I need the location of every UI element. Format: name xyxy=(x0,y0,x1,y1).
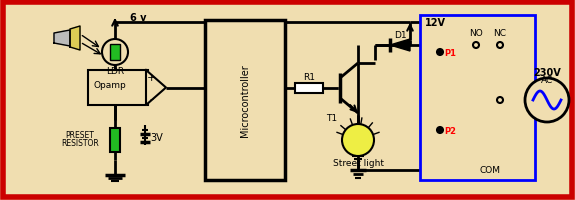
Polygon shape xyxy=(390,40,410,52)
Text: AC: AC xyxy=(541,76,553,85)
Text: LDR: LDR xyxy=(106,66,124,75)
Circle shape xyxy=(102,40,128,66)
Text: +: + xyxy=(146,73,156,83)
Text: 3V: 3V xyxy=(151,132,163,142)
Circle shape xyxy=(437,127,443,133)
Text: D1: D1 xyxy=(394,31,407,40)
Circle shape xyxy=(437,50,443,56)
Text: Opamp: Opamp xyxy=(94,81,126,90)
Bar xyxy=(88,71,148,105)
Circle shape xyxy=(497,98,503,103)
Text: Street light: Street light xyxy=(332,159,384,168)
Text: Microcontroller: Microcontroller xyxy=(240,64,250,137)
Text: COM: COM xyxy=(480,166,500,175)
Bar xyxy=(420,16,535,180)
Circle shape xyxy=(473,43,479,49)
Text: P2: P2 xyxy=(444,126,456,135)
Text: 230V: 230V xyxy=(533,68,561,78)
Text: 12V: 12V xyxy=(425,18,446,28)
Polygon shape xyxy=(146,71,166,105)
Text: 6 v: 6 v xyxy=(130,13,147,23)
Polygon shape xyxy=(70,27,80,51)
Circle shape xyxy=(525,79,569,122)
Bar xyxy=(110,45,120,61)
Text: R1: R1 xyxy=(303,73,315,82)
Text: RESISTOR: RESISTOR xyxy=(61,139,99,148)
Bar xyxy=(295,84,323,94)
Bar xyxy=(205,21,285,180)
Circle shape xyxy=(342,124,374,156)
Polygon shape xyxy=(54,31,70,47)
Text: P1: P1 xyxy=(444,48,456,57)
Circle shape xyxy=(497,43,503,49)
Text: -: - xyxy=(149,94,153,103)
Text: T1: T1 xyxy=(327,114,338,123)
Text: NO: NO xyxy=(469,28,483,37)
Text: NC: NC xyxy=(493,28,507,37)
Bar xyxy=(110,128,120,152)
Text: PRESET: PRESET xyxy=(66,131,94,140)
